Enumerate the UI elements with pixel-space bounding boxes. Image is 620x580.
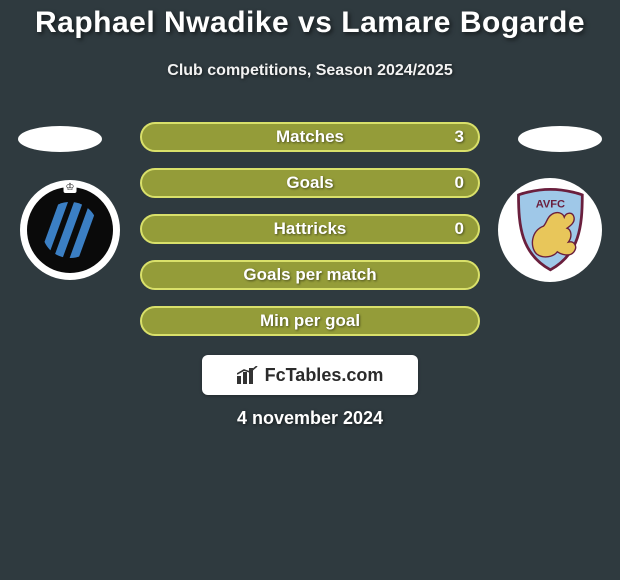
stat-bar-value: 0 — [455, 219, 464, 239]
page-title: Raphael Nwadike vs Lamare Bogarde — [0, 6, 620, 40]
stat-bar: Goals per match — [140, 260, 480, 290]
stat-bar-label: Goals per match — [243, 265, 376, 285]
stat-bar-value: 3 — [455, 127, 464, 147]
bar-chart-icon — [237, 366, 259, 384]
subtitle: Club competitions, Season 2024/2025 — [0, 62, 620, 80]
source-label: FcTables.com — [265, 365, 384, 386]
stat-bar-label: Min per goal — [260, 311, 360, 331]
stat-bar: Matches 3 — [140, 122, 480, 152]
svg-text:AVFC: AVFC — [535, 199, 564, 211]
stat-bars: Matches 3 Goals 0 Hattricks 0 Goals per match M… — [140, 122, 480, 352]
source-badge[interactable]: FcTables.com — [202, 355, 418, 395]
comparison-card: Raphael Nwadike vs Lamare Bogarde Club c… — [0, 0, 620, 580]
left-flag-placeholder — [18, 126, 102, 152]
club-brugge-crest: ♔ — [20, 180, 120, 280]
crown-icon: ♔ — [64, 182, 77, 193]
stat-bar-label: Hattricks — [274, 219, 347, 239]
stat-bar: Min per goal — [140, 306, 480, 336]
stat-bar: Goals 0 — [140, 168, 480, 198]
left-team-crest: ♔ — [20, 180, 120, 280]
shield-icon: AVFC — [514, 188, 587, 271]
aston-villa-crest: AVFC — [498, 178, 602, 282]
right-flag-placeholder — [518, 126, 602, 152]
stat-bar-value: 0 — [455, 173, 464, 193]
stat-bar-label: Matches — [276, 127, 344, 147]
stat-bar: Hattricks 0 — [140, 214, 480, 244]
right-team-crest: AVFC — [498, 178, 602, 282]
stat-bar-label: Goals — [286, 173, 333, 193]
date-label: 4 november 2024 — [0, 408, 620, 429]
